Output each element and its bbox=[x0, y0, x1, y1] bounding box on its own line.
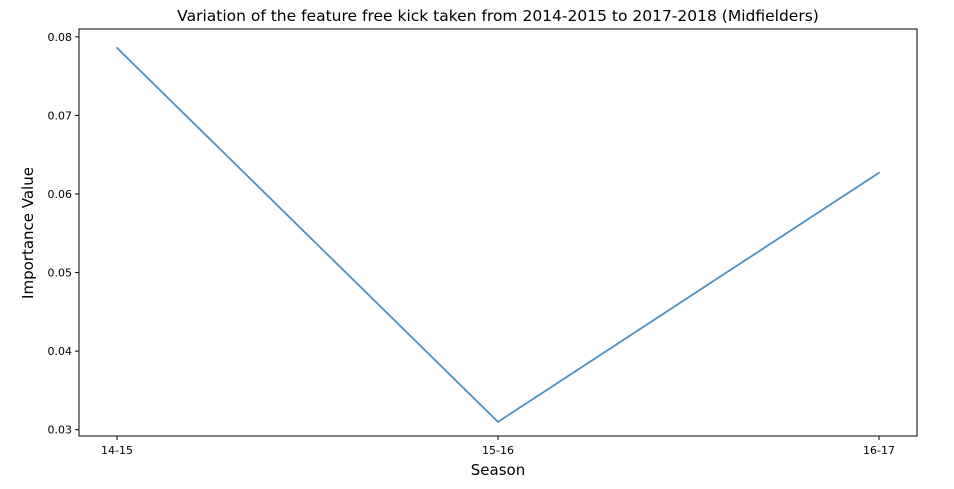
plot-area bbox=[78, 28, 918, 437]
x-tick-label: 15-16 bbox=[482, 444, 514, 457]
x-tick-label: 14-15 bbox=[101, 444, 133, 457]
series-line bbox=[116, 47, 880, 424]
data-point bbox=[116, 46, 118, 49]
x-axis-title: Season bbox=[471, 461, 525, 479]
data-point bbox=[878, 171, 880, 174]
y-tick-label: 0.04 bbox=[48, 345, 73, 358]
y-axis-title: Importance Value bbox=[19, 167, 37, 299]
y-tick-label: 0.07 bbox=[48, 109, 73, 122]
x-axis: 14-15 15-16 16-17 bbox=[101, 436, 895, 457]
y-tick-label: 0.03 bbox=[48, 424, 73, 437]
y-tick-label: 0.08 bbox=[48, 31, 73, 44]
y-tick-label: 0.05 bbox=[48, 267, 73, 280]
y-axis: 0.03 0.04 0.05 0.06 0.07 0.08 bbox=[48, 31, 79, 437]
data-point bbox=[497, 420, 499, 423]
chart-title: Variation of the feature free kick taken… bbox=[177, 7, 819, 25]
y-tick-label: 0.06 bbox=[48, 188, 73, 201]
series-layer bbox=[116, 46, 880, 424]
x-tick-label: 16-17 bbox=[863, 444, 895, 457]
